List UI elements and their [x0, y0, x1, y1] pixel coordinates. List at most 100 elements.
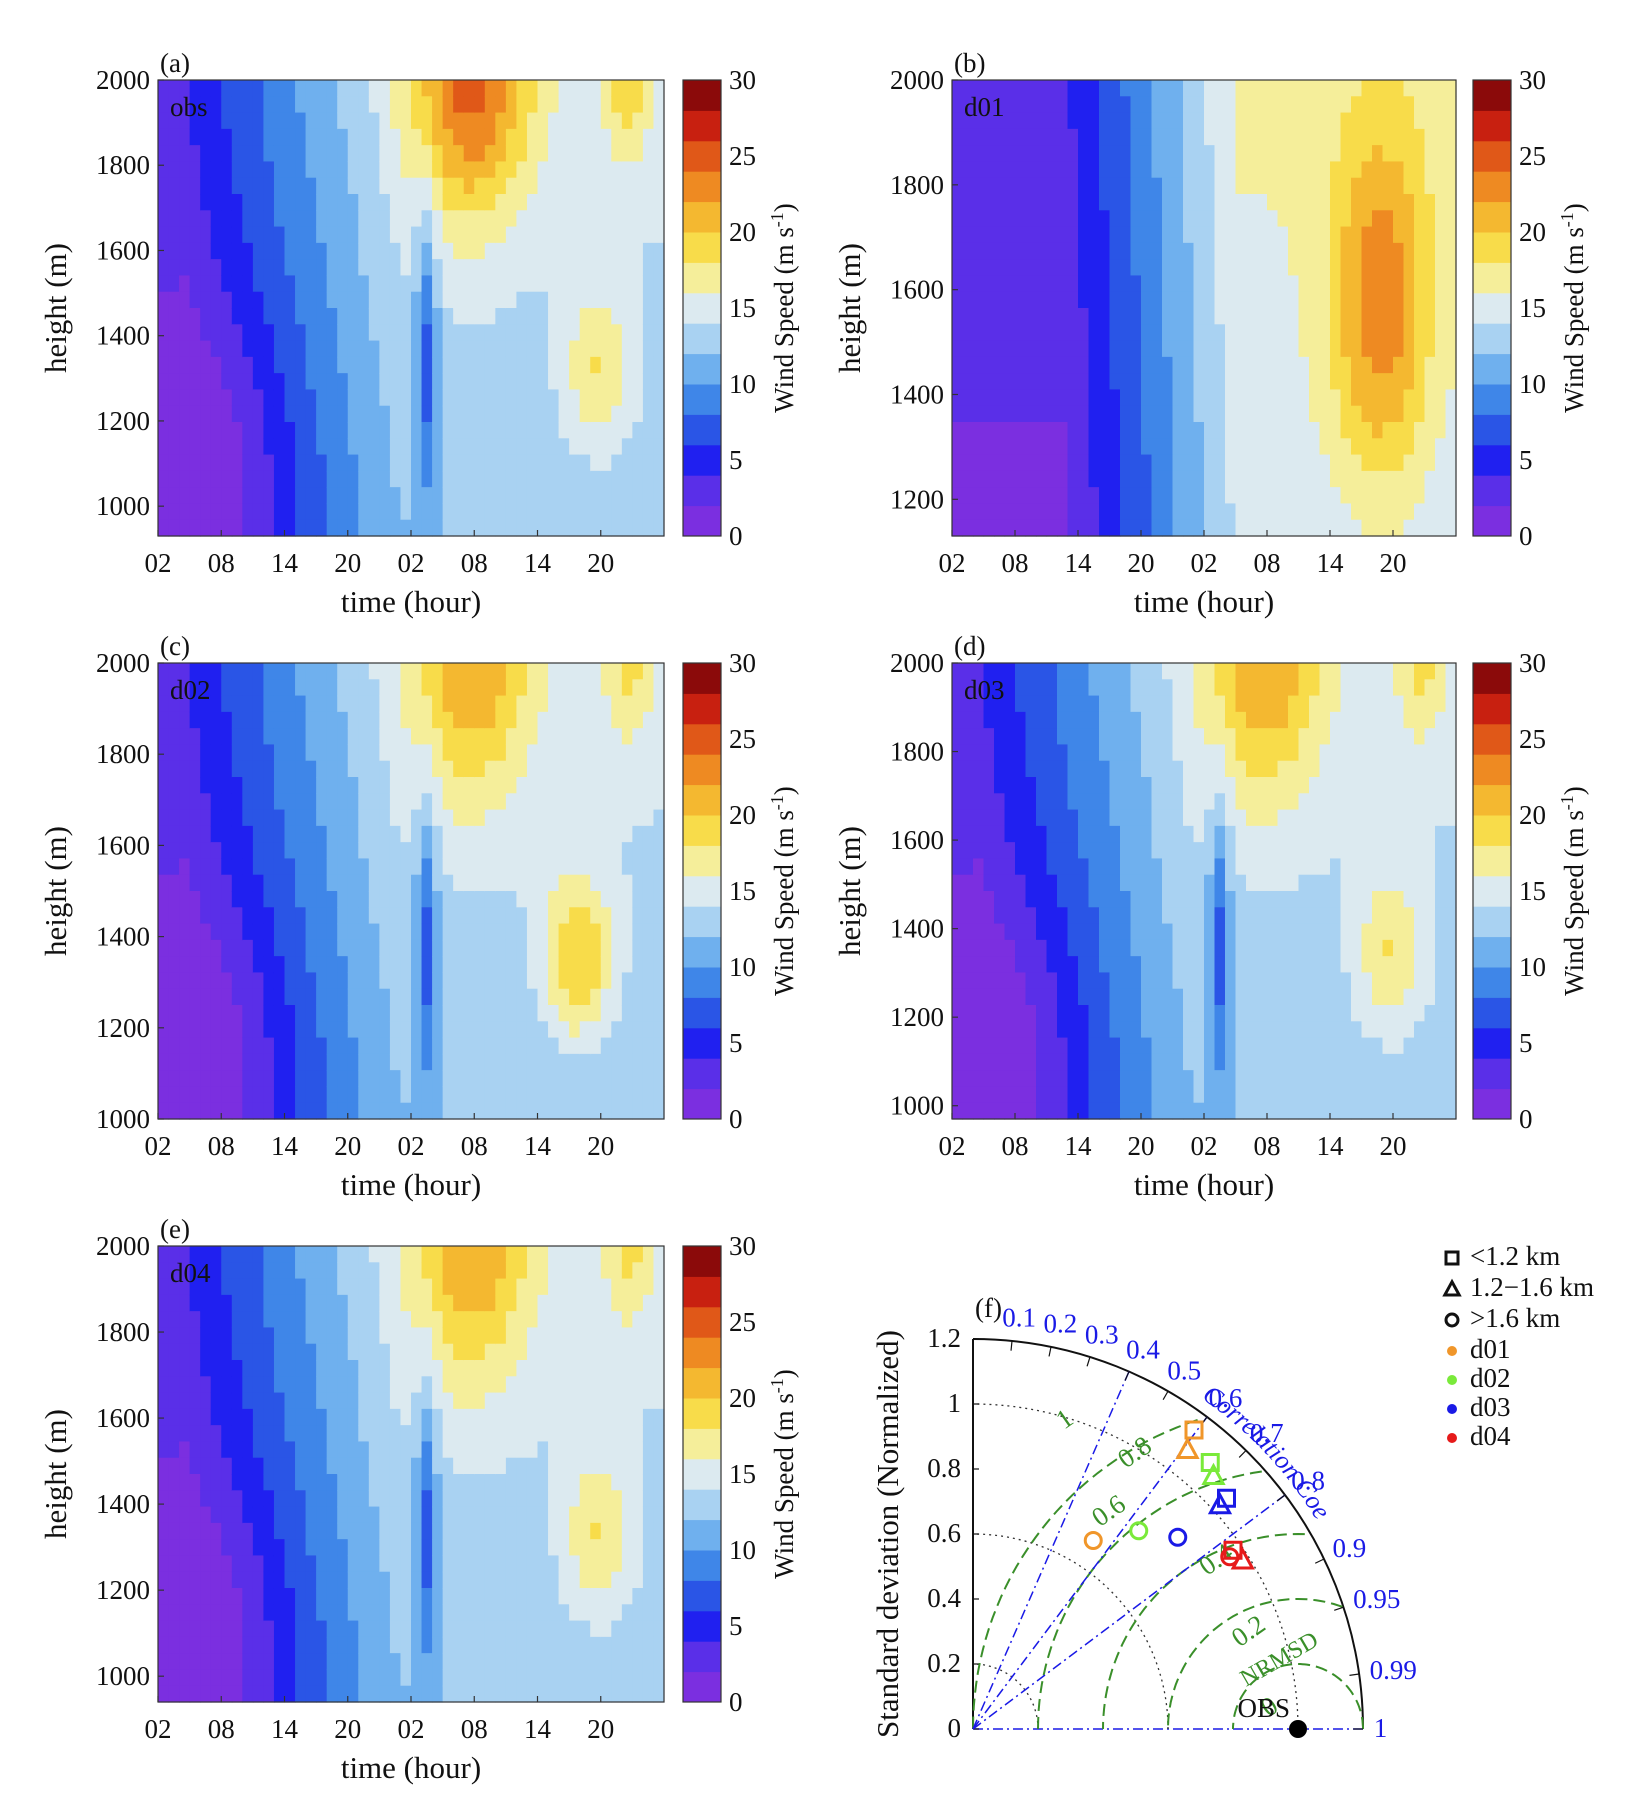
heatmap-cell	[1057, 939, 1069, 957]
heatmap-cell	[252, 487, 265, 505]
heatmap-cell	[1004, 226, 1016, 244]
heatmap-cell	[526, 161, 539, 179]
heatmap-cell	[221, 194, 233, 211]
heatmap-cell	[1036, 308, 1048, 325]
heatmap-cell	[379, 825, 391, 843]
heatmap-cell	[158, 470, 170, 488]
heatmap-cell	[221, 275, 233, 293]
heatmap-cell	[1099, 907, 1111, 925]
heatmap-cell	[1015, 858, 1027, 876]
heatmap-cell	[284, 80, 296, 97]
heatmap-cell	[600, 939, 612, 957]
heatmap-cell	[1015, 210, 1027, 228]
heatmap-cell	[442, 858, 454, 876]
heatmap-cell	[1162, 777, 1174, 794]
heatmap-cell	[611, 80, 623, 97]
heatmap-cell	[179, 744, 191, 762]
heatmap-cell	[221, 809, 233, 827]
heatmap-cell	[1225, 487, 1237, 505]
heatmap-cell	[1225, 389, 1237, 407]
heatmap-cell	[1130, 177, 1142, 195]
heatmap-cell	[273, 373, 286, 391]
heatmap-cell	[337, 405, 349, 423]
heatmap-cell	[1183, 340, 1195, 358]
heatmap-cell	[400, 470, 412, 488]
heatmap-cell	[158, 744, 170, 762]
heatmap-cell	[653, 858, 665, 876]
heatmap-cell	[1414, 291, 1426, 309]
heatmap-cell	[358, 711, 370, 729]
heatmap-cell	[1225, 663, 1237, 680]
heatmap-cell	[579, 1021, 591, 1039]
heatmap-cell	[453, 275, 465, 293]
heatmap-cell	[962, 291, 974, 309]
heatmap-cell	[952, 340, 964, 358]
heatmap-cell	[368, 711, 380, 729]
heatmap-cell	[263, 809, 275, 827]
heatmap-cell	[1256, 80, 1268, 97]
heatmap-cell	[200, 777, 212, 794]
heatmap-cell	[379, 874, 391, 892]
heatmap-cell	[1151, 112, 1163, 130]
heatmap-cell	[590, 487, 602, 505]
heatmap-cell	[1172, 825, 1184, 843]
heatmap-cell	[537, 454, 549, 472]
heatmap-cell	[210, 373, 222, 391]
heatmap-cell	[1141, 956, 1153, 974]
heatmap-cell	[1046, 874, 1058, 892]
heatmap-cell	[1246, 503, 1258, 521]
heatmap-cell	[579, 145, 591, 163]
heatmap-cell	[1088, 842, 1100, 860]
heatmap-cell	[973, 1102, 985, 1120]
heatmap-cell	[463, 728, 475, 746]
heatmap-cell	[189, 226, 201, 244]
heatmap-cell	[548, 226, 560, 244]
heatmap-cell	[1046, 679, 1058, 697]
heatmap-cell	[379, 487, 391, 505]
heatmap-cell	[252, 275, 265, 293]
heatmap-cell	[1046, 454, 1058, 472]
heatmap-cell	[1025, 356, 1037, 374]
heatmap-cell	[200, 177, 212, 195]
heatmap-cell	[1393, 161, 1405, 179]
heatmap-cell	[1078, 760, 1090, 778]
heatmap-cell	[1361, 177, 1373, 195]
heatmap-cell	[200, 308, 212, 325]
heatmap-cell	[983, 259, 995, 277]
heatmap-cell	[210, 308, 222, 325]
heatmap-cell	[1151, 242, 1163, 260]
heatmap-cell	[168, 324, 180, 342]
heatmap-cell	[200, 324, 212, 342]
heatmap-cell	[337, 777, 349, 794]
heatmap-cell	[994, 324, 1006, 342]
heatmap-cell	[189, 128, 201, 146]
heatmap-cell	[558, 891, 570, 908]
heatmap-cell	[558, 939, 570, 957]
colorbar-tick-label: 25	[1519, 141, 1546, 171]
heatmap-cell	[1130, 939, 1142, 957]
heatmap-cell	[558, 1102, 570, 1120]
heatmap-cell	[1046, 1005, 1058, 1022]
heatmap-cell	[263, 793, 275, 811]
heatmap-cell	[337, 503, 349, 521]
heatmap-cell	[389, 194, 402, 211]
heatmap-cell	[1414, 356, 1426, 374]
heatmap-cell	[379, 389, 391, 407]
heatmap-cell	[189, 1005, 201, 1022]
heatmap-cell	[1015, 711, 1027, 729]
heatmap-cell	[1340, 242, 1352, 260]
heatmap-cell	[1204, 1086, 1216, 1104]
heatmap-cell	[1319, 145, 1331, 163]
heatmap-cell	[411, 96, 423, 114]
heatmap-cell	[642, 695, 655, 713]
colorbar-tick-label: 0	[729, 521, 743, 551]
heatmap-cell	[516, 487, 528, 505]
heatmap-cell	[252, 161, 265, 179]
heatmap-cell	[1057, 760, 1069, 778]
heatmap-cell	[1298, 405, 1310, 423]
heatmap-cell	[1319, 226, 1331, 244]
heatmap-cell	[326, 728, 338, 746]
heatmap-cell	[1288, 96, 1300, 114]
heatmap-cell	[263, 679, 275, 697]
